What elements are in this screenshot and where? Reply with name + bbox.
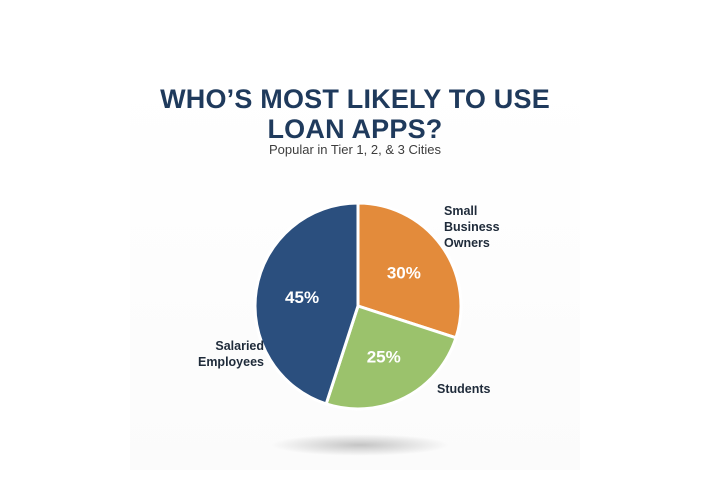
slice-label-small-business-owners: Small Business Owners (444, 203, 500, 251)
pie-slice-students (324, 304, 458, 411)
pie-value-label: 25% (367, 347, 401, 366)
pie-slice-salaried-employees (253, 201, 360, 406)
slice-label-line: Salaried (215, 339, 264, 353)
chart-title: WHO’S MOST LIKELY TO USE LOAN APPS? (0, 84, 710, 144)
slice-label-salaried-employees: Salaried Employees (174, 338, 264, 370)
slice-label-line: Students (437, 382, 491, 396)
chart-title-line-2: LOAN APPS? (267, 114, 443, 144)
pie-shadow (270, 434, 450, 456)
pie-value-label: 30% (387, 264, 421, 283)
slice-label-line: Owners (444, 236, 490, 250)
slice-label-line: Business (444, 220, 500, 234)
slice-label-line: Small (444, 204, 478, 218)
pie-slice-small-business-owners (356, 201, 463, 340)
chart-title-line-1: WHO’S MOST LIKELY TO USE (160, 84, 550, 114)
slice-label-line: Employees (197, 355, 264, 369)
chart-subtitle: Popular in Tier 1, 2, & 3 Cities (269, 142, 441, 157)
slice-label-students: Students (437, 381, 490, 397)
pie-value-label: 45% (285, 288, 319, 307)
